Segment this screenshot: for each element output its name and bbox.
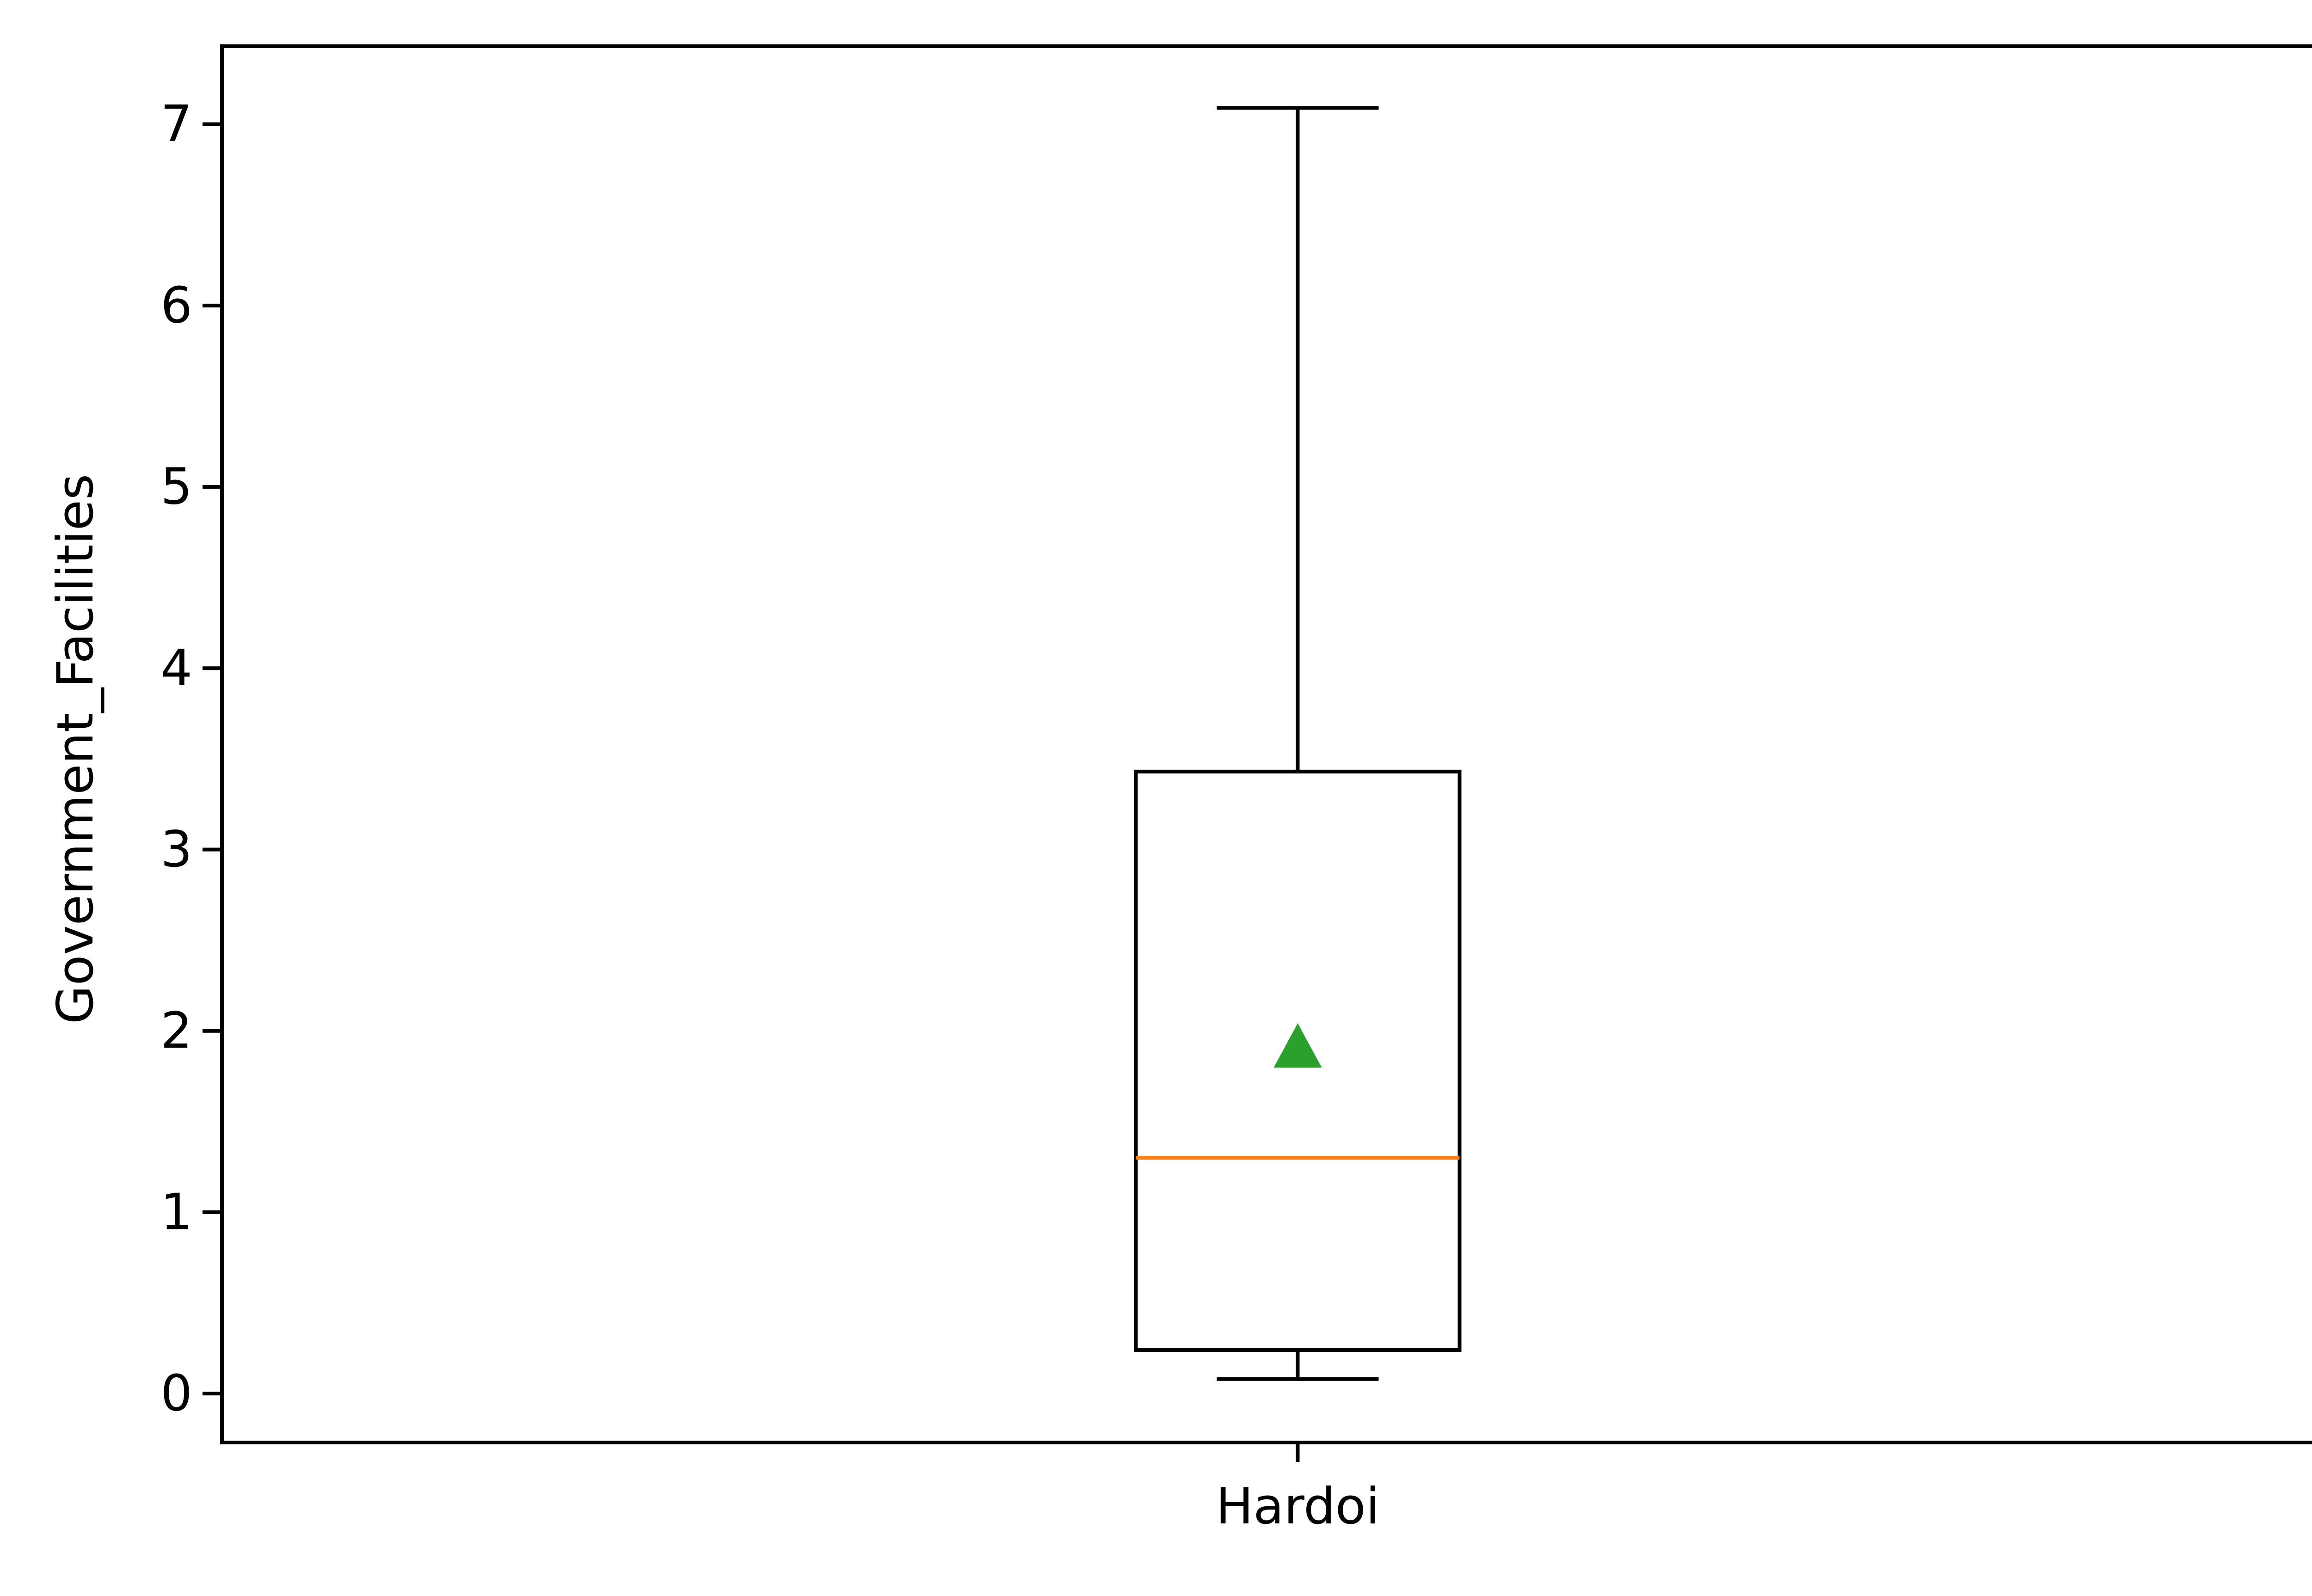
plot-layer: 0 1 2 3 4 5 6 7 Hardoi <box>160 44 2312 1535</box>
y-tick-label: 3 <box>160 821 192 878</box>
mean-marker <box>1273 1023 1322 1068</box>
y-tick-label: 1 <box>160 1183 192 1241</box>
x-tick-label: Hardoi <box>1216 1478 1380 1535</box>
y-tick-label: 6 <box>160 276 192 334</box>
y-tick-label: 2 <box>160 1002 192 1060</box>
box-iqr <box>1134 769 1462 1352</box>
y-tick-label: 5 <box>160 458 192 516</box>
y-axis-label: Government_Facilities <box>47 474 105 1024</box>
y-tick-label: 7 <box>160 95 192 153</box>
y-tick-label: 0 <box>160 1365 192 1423</box>
y-tick-label: 4 <box>160 639 192 697</box>
